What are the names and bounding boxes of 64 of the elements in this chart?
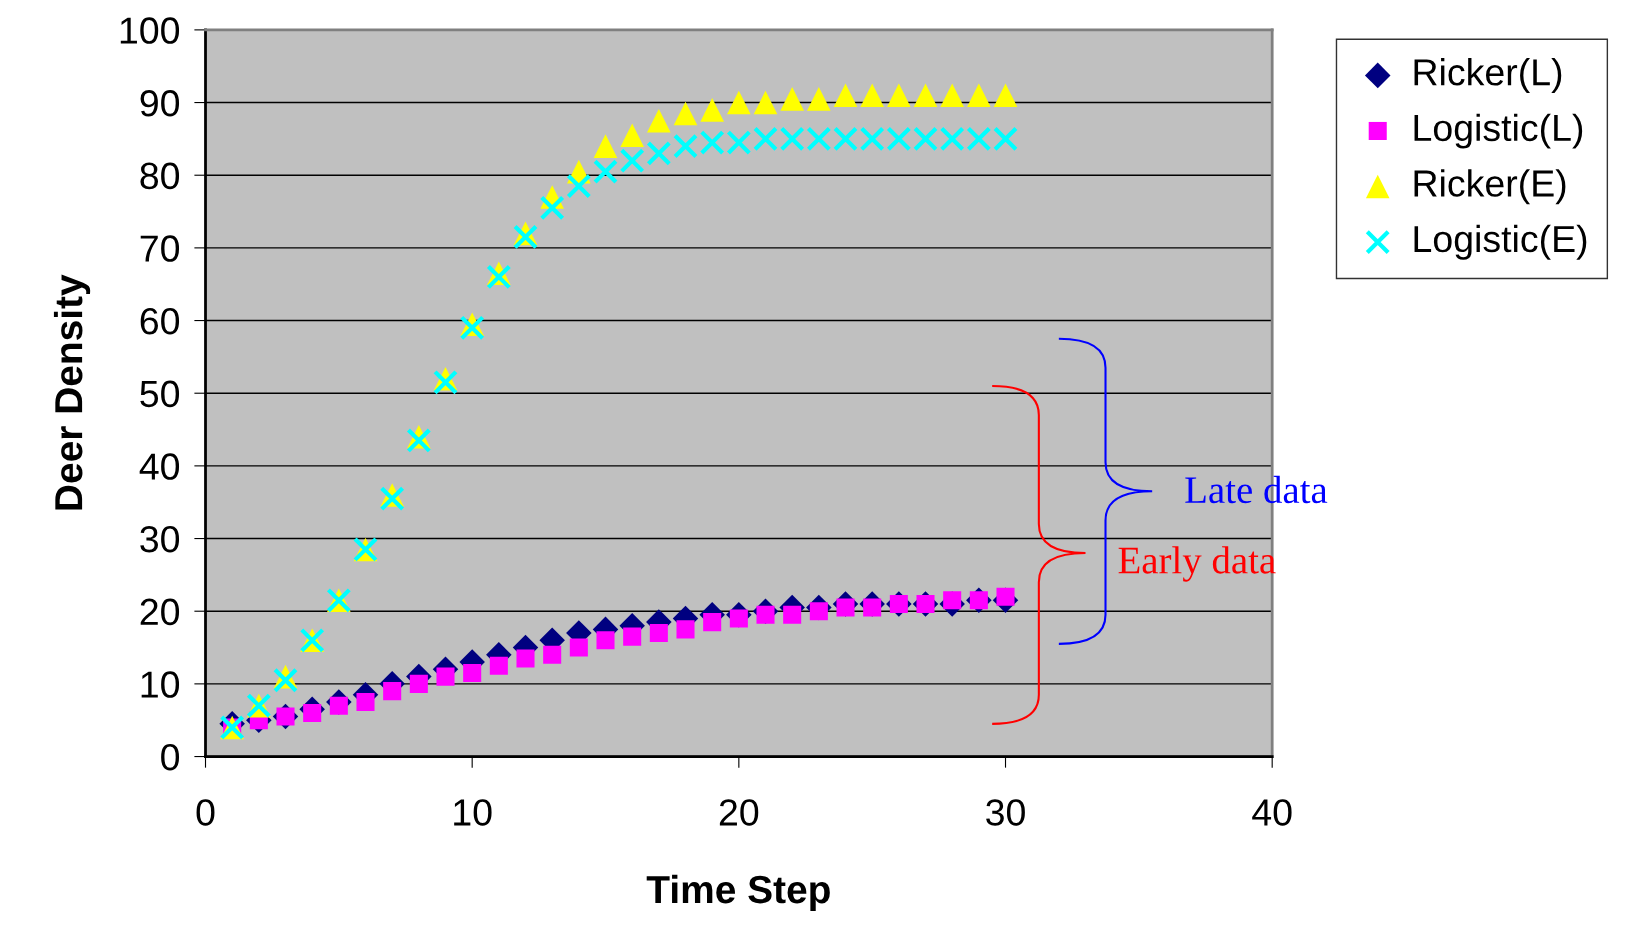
x-tick-label: 30 xyxy=(986,799,1025,826)
x-tick-label: 20 xyxy=(719,799,759,826)
y-tick-label: 20 xyxy=(140,598,180,626)
legend-label: Logistic(E) xyxy=(1414,224,1587,260)
point xyxy=(807,87,831,111)
point xyxy=(727,90,751,115)
y-tick-label: 60 xyxy=(140,307,180,335)
point xyxy=(700,98,724,122)
y-tick-label: 90 xyxy=(140,89,180,117)
y-axis-title: Deer Density xyxy=(53,274,91,510)
y-tick-label: 50 xyxy=(140,380,180,408)
y-tick-label: 30 xyxy=(140,525,180,553)
point xyxy=(619,148,645,174)
legend-label: Logistic(L) xyxy=(1414,113,1583,149)
point xyxy=(303,703,322,722)
point xyxy=(569,638,588,657)
point xyxy=(566,173,592,199)
point xyxy=(409,674,428,693)
y-tick-label: 40 xyxy=(139,453,180,480)
point xyxy=(913,83,938,108)
y-tick-label: 70 xyxy=(140,235,180,262)
point xyxy=(596,631,615,650)
point xyxy=(436,667,455,686)
legend-label: Ricker(E) xyxy=(1414,169,1566,205)
annotation: Late data xyxy=(1185,475,1328,504)
y-tick-label: 10 xyxy=(141,671,180,698)
point xyxy=(833,83,858,108)
point xyxy=(967,83,991,108)
point xyxy=(516,649,535,668)
point xyxy=(623,627,642,646)
point xyxy=(703,613,722,632)
point xyxy=(673,133,699,159)
point xyxy=(489,656,508,675)
point xyxy=(459,315,485,341)
x-tick-label: 10 xyxy=(454,799,492,826)
annotation: Early data xyxy=(1118,546,1276,582)
point xyxy=(383,682,402,701)
x-tick-label: 40 xyxy=(1252,799,1292,826)
point xyxy=(780,87,804,111)
point xyxy=(379,486,405,512)
point xyxy=(593,159,619,185)
point xyxy=(753,90,778,115)
point xyxy=(593,134,618,158)
point xyxy=(860,83,884,108)
point xyxy=(676,620,695,639)
point xyxy=(543,645,562,664)
point xyxy=(620,123,644,148)
point xyxy=(539,195,565,221)
point xyxy=(887,83,911,108)
y-tick-label: 0 xyxy=(161,743,180,771)
point xyxy=(356,693,375,712)
x-tick-label: 0 xyxy=(196,799,215,826)
y-tick-label: 100 xyxy=(120,17,180,44)
point xyxy=(646,140,672,166)
point xyxy=(940,83,964,108)
y-tick-label: 80 xyxy=(140,162,180,190)
point xyxy=(649,623,668,643)
point xyxy=(673,101,698,126)
point xyxy=(993,83,1018,108)
x-axis-title: Time Step xyxy=(646,874,830,912)
point xyxy=(783,605,802,624)
point xyxy=(463,663,482,682)
legend-label: Ricker(L) xyxy=(1414,58,1562,93)
point xyxy=(647,108,671,133)
